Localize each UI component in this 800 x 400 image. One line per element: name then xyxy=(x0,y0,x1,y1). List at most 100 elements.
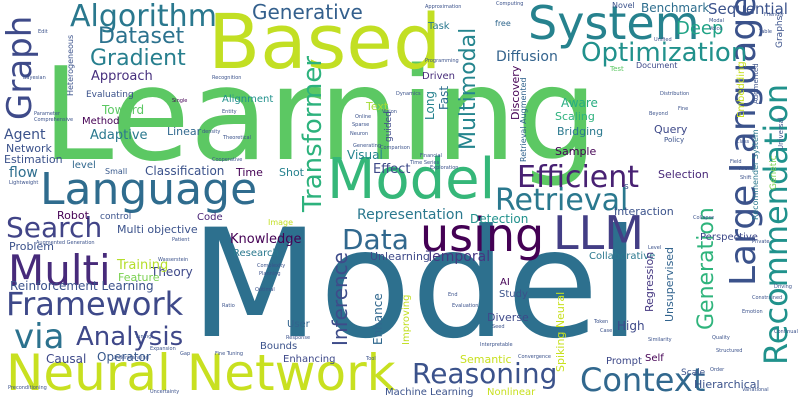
word-scaling: Scaling xyxy=(555,110,595,123)
word-ratio: Ratio xyxy=(222,303,235,309)
word-approximation: Approximation xyxy=(425,4,462,10)
word-class: Class xyxy=(736,139,750,145)
word-search: Search xyxy=(6,211,103,244)
word-financial: Financial xyxy=(420,153,442,159)
word-token: Token xyxy=(594,319,609,325)
word-using: using xyxy=(420,208,545,262)
word-fine-tuning: Fine Tuning xyxy=(215,351,244,357)
word-unsupervised: Unsupervised xyxy=(663,246,676,322)
word-free: free xyxy=(495,19,511,28)
word-transformer: Transformer xyxy=(298,55,328,212)
word-novel: Novel xyxy=(612,1,635,10)
word-method: Method xyxy=(82,116,120,127)
word-planning: Planning xyxy=(259,271,281,277)
word-patient: Patient xyxy=(172,237,190,243)
word-preconditioning: Preconditioning xyxy=(8,385,47,391)
word-aware: Aware xyxy=(561,96,598,110)
word-diffusion: Diffusion xyxy=(496,49,558,65)
word-via: via xyxy=(14,317,65,357)
word-augmented-generation: Augmented Generation xyxy=(36,240,95,246)
word-tuning: Tuning xyxy=(135,334,152,340)
word-evaluation: Evaluation xyxy=(452,303,479,309)
word-neuron: Neuron xyxy=(350,131,369,137)
word-genetic: Genetic xyxy=(769,155,779,190)
word-enhancing: Enhancing xyxy=(283,354,336,365)
word-voice: Voice xyxy=(709,26,723,32)
word-analysis: Analysis xyxy=(76,322,184,352)
word-programming: Programming xyxy=(425,58,459,64)
word-fast: Fast xyxy=(437,85,451,110)
word-recommender-system: Recommender System xyxy=(751,129,760,220)
word-table: Table xyxy=(759,29,772,35)
word-response: Response xyxy=(286,335,311,341)
word-knowledge: Knowledge xyxy=(230,232,302,247)
word-unlearning: Unlearning xyxy=(370,250,430,263)
word-long: Long xyxy=(423,90,437,120)
word-s: s xyxy=(624,182,629,192)
word-universal: Universal xyxy=(777,117,785,150)
word-effect: Effect xyxy=(373,162,411,177)
word-wasserstein: Wasserstein xyxy=(158,257,189,263)
word-self: Self xyxy=(645,353,664,364)
word-entity: Entity xyxy=(222,109,237,115)
word-order: Order xyxy=(710,367,725,373)
word-bayesian: Bayesian xyxy=(23,75,46,81)
word-code: Code xyxy=(197,212,223,223)
word-shot: Shot xyxy=(279,166,304,179)
word-study: Study xyxy=(499,289,528,300)
word-computing: Computing xyxy=(496,1,524,7)
word-collapse: Collapse xyxy=(693,215,715,221)
word-representation: Representation xyxy=(357,207,464,223)
word-robot: Robot xyxy=(57,209,89,222)
word-image: Image xyxy=(268,218,294,227)
word-language: Language xyxy=(40,164,258,215)
word-alignment: Alignment xyxy=(222,94,274,105)
word-document: Document xyxy=(636,61,678,70)
word-private: Private xyxy=(752,239,770,245)
word-context: Context xyxy=(580,361,706,399)
word-policy: Policy xyxy=(664,136,685,144)
word-seed: Seed xyxy=(492,324,505,330)
word-time: Time xyxy=(236,166,263,179)
word-prompt: Prompt xyxy=(606,356,642,367)
word-time-series: Time Series xyxy=(410,160,440,166)
word-ai: AI xyxy=(500,277,510,288)
word-system: System xyxy=(528,0,700,50)
word-field: Field xyxy=(730,159,742,165)
word-model-large: Model xyxy=(190,198,641,372)
word-toward: Toward xyxy=(102,103,145,117)
word-temporal: Temporal xyxy=(426,249,491,265)
word-perspective: Perspective xyxy=(700,232,758,243)
word-hierarchical: Hierarchical xyxy=(694,378,760,391)
word-edit: Edit xyxy=(38,29,48,35)
word-arena: Arena xyxy=(739,166,754,172)
word-gradient: Gradient xyxy=(90,46,186,71)
word-structured: Structured xyxy=(716,348,743,354)
word-sequential: Sequential xyxy=(708,0,788,18)
word-dynamics: Dynamics xyxy=(396,91,421,97)
word-vision: Vision xyxy=(382,109,397,115)
word-similarity: Similarity xyxy=(648,337,672,343)
word-generative: Generative xyxy=(252,0,363,24)
word-semantic: Semantic xyxy=(460,353,512,366)
word-understanding: Understanding xyxy=(112,355,149,361)
word-linear: Linear xyxy=(167,125,202,138)
word-gap: Gap xyxy=(180,351,191,357)
word-emotion: Emotion xyxy=(742,309,763,315)
word-friendly: Friendly xyxy=(764,12,784,18)
word-scale: Scale xyxy=(681,368,706,378)
word-generating: Generating xyxy=(353,143,382,149)
word-beyond: Beyond xyxy=(649,111,668,117)
word-theoretical: Theoretical xyxy=(223,135,251,141)
word-sparse: Sparse xyxy=(352,122,370,128)
word-improving: Improving xyxy=(401,294,412,345)
word-collaborative: Collaborative xyxy=(589,251,656,262)
word-bounds: Bounds xyxy=(260,341,298,352)
word-bridging: Bridging xyxy=(557,125,604,138)
word-shift: Shift xyxy=(740,175,752,181)
word-nonlinear: Nonlinear xyxy=(487,387,536,398)
word-comparison: Comparison xyxy=(380,145,410,151)
word-multimodal: Multimodal xyxy=(456,27,481,150)
word-multi: Multi xyxy=(8,246,111,295)
